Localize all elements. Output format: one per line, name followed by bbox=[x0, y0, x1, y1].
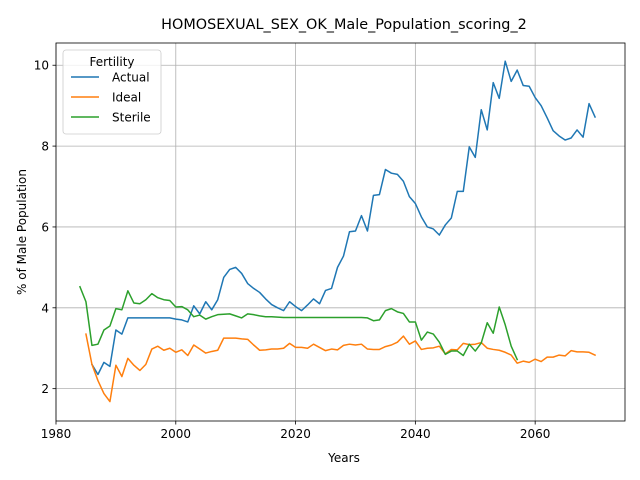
legend-label-ideal: Ideal bbox=[112, 91, 141, 105]
series-line-sterile bbox=[78, 285, 519, 361]
grid bbox=[55, 43, 625, 421]
x-tick-label: 2060 bbox=[520, 427, 551, 441]
x-axis-label: Years bbox=[327, 451, 360, 465]
series-line-actual bbox=[90, 60, 597, 376]
y-tick-label: 2 bbox=[41, 382, 49, 396]
legend-box bbox=[62, 49, 162, 135]
x-tick-label: 2040 bbox=[400, 427, 431, 441]
plot-frame bbox=[55, 42, 626, 422]
y-tick-label: 8 bbox=[41, 140, 49, 154]
legend-label-actual: Actual bbox=[112, 71, 150, 85]
x-tick-label: 2000 bbox=[161, 427, 192, 441]
legend-label-sterile: Sterile bbox=[112, 111, 151, 125]
y-axis-label: % of Male Population bbox=[15, 169, 29, 295]
legend: Fertility Actual Ideal Sterile bbox=[62, 49, 162, 135]
x-tick-label: 2020 bbox=[280, 427, 311, 441]
axis-ticks: 1980 2000 2020 2040 2060 2 4 6 8 10 bbox=[34, 59, 551, 441]
x-tick-label: 1980 bbox=[41, 427, 72, 441]
series-line-ideal bbox=[85, 333, 597, 403]
y-tick-label: 6 bbox=[41, 220, 49, 234]
legend-title: Fertility bbox=[89, 55, 134, 69]
chart-title: HOMOSEXUAL_SEX_OK_Male_Population_scorin… bbox=[161, 17, 527, 33]
series-lines bbox=[78, 60, 597, 403]
y-tick-label: 10 bbox=[34, 59, 49, 73]
y-tick-label: 4 bbox=[41, 301, 49, 315]
